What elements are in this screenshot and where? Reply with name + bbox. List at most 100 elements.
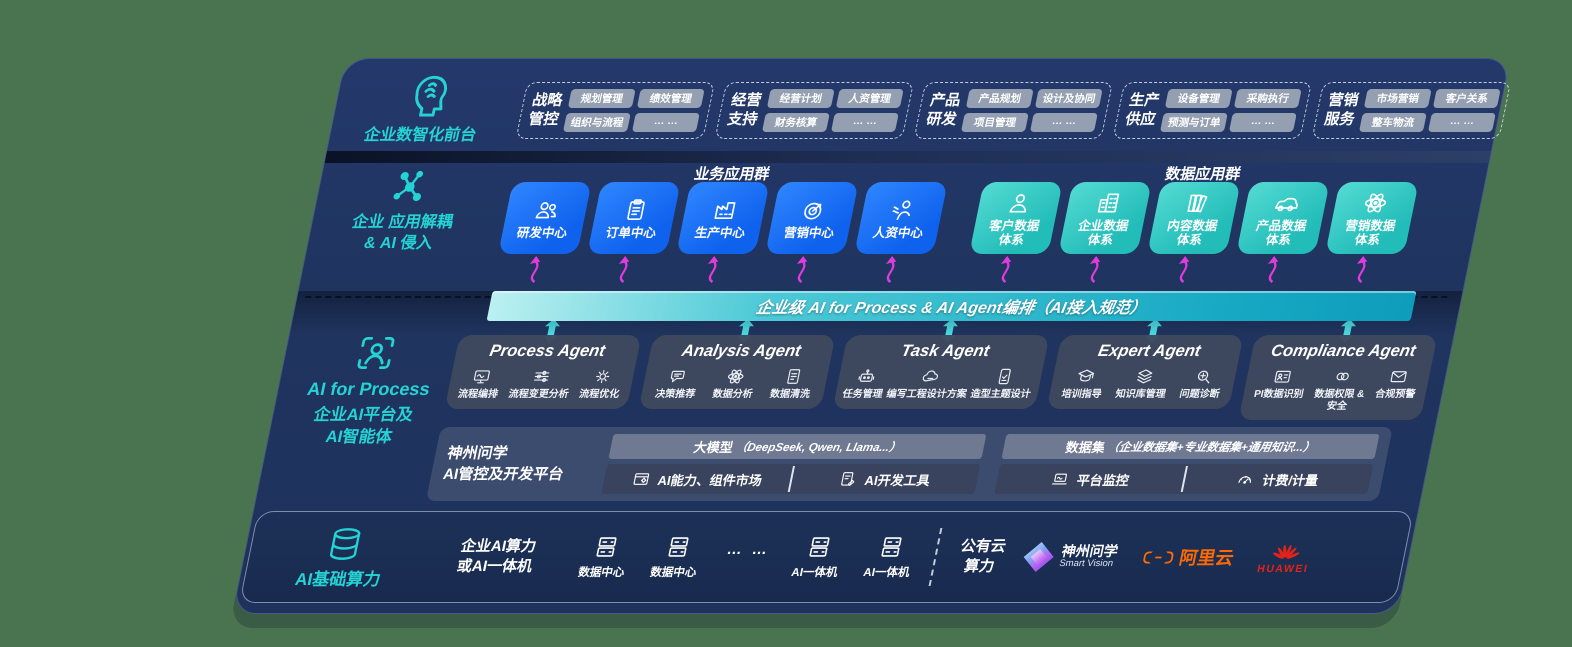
box-label-line: 营销数据 (1343, 218, 1397, 233)
data-app-box: 内容数据 体系 (1147, 182, 1241, 254)
capability-chip: 规划管理 (567, 88, 636, 108)
agent-capability: 数据分析 (711, 367, 758, 401)
front-office-label-block: 企业数智化前台 (334, 71, 517, 145)
scope-icon (1192, 367, 1215, 386)
platform-cell-label: 计费/计量 (1261, 472, 1320, 488)
band-divider (324, 151, 1492, 163)
data-app-box-cell: 营销数据 体系 (1319, 182, 1419, 283)
flow-arrow-icon (521, 255, 549, 283)
agent-capability-label: 流程编排 (456, 389, 499, 400)
huawei-name: HUAWEI (1256, 562, 1310, 575)
front-office-group-name: 经营 支持 (725, 91, 763, 130)
capability-chip: 组织与流程 (563, 112, 631, 132)
smartvision-diamond-icon (1021, 542, 1057, 572)
double-arrow-icon (1144, 319, 1165, 343)
decouple-label-block: 企业 应用解耦 & AI 侵入 (312, 165, 498, 255)
group-name-line: 经营 (729, 91, 764, 109)
platform-model-cell: AI开发工具 (789, 464, 981, 494)
capability-chip: 人资管理 (835, 88, 904, 108)
capability-chip: 项目管理 (961, 112, 1029, 132)
double-arrow-icon (940, 319, 961, 343)
front-office-group: 经营 支持 经营计划 人资管理 财务核算… … (714, 81, 915, 139)
platform-label-line2: AI管控及开发平台 (441, 466, 566, 483)
ai-platform-label-line1: 企业AI平台及 (312, 406, 415, 424)
gear-icon (591, 367, 614, 386)
box-label-line: 内容数据 (1165, 218, 1219, 233)
books-icon (1181, 190, 1212, 216)
server-icon (804, 534, 835, 560)
box-label-line: 体系 (997, 232, 1026, 247)
model-bar-title: 大模型 (692, 440, 735, 455)
orchestration-zone: 企业级 AI for Process & AI Agent编排（AI接入规范） … (256, 291, 1463, 501)
agent-capabilities: 流程编排 流程变更分析 流程优化 (453, 367, 628, 401)
infra-node-label: 数据中心 (649, 567, 698, 579)
infra-node-label: AI一体机 (862, 567, 911, 579)
infra-band: AI基础算力 企业AI算力 或AI一体机 数据中心 数据中心 … … AI一体机 AI一… (239, 511, 1414, 603)
agent-capability-label: 编写工程设计方案 (885, 389, 968, 400)
agent-capability-label: 流程变更分析 (507, 389, 570, 400)
tools-icon (837, 470, 859, 488)
compute-line1: 企业AI算力 (459, 537, 538, 555)
brain-icon (401, 71, 456, 117)
server-icon (663, 534, 694, 560)
infra-nodes: 数据中心 数据中心 … … AI一体机 AI一体机 (577, 534, 918, 580)
agent-capability-label: 数据清洗 (768, 389, 811, 400)
business-app-box-cell: 生产中心 (670, 182, 770, 283)
ai-for-process-label: AI for Process (305, 379, 432, 399)
capability-chip: … … (831, 112, 899, 132)
agent-capability: 培训指导 (1060, 367, 1107, 401)
label-line: 数据权限 & (1313, 389, 1366, 400)
data-app-box: 产品数据 体系 (1236, 182, 1330, 254)
database-icon (322, 525, 368, 563)
agent-capability: 任务管理 (841, 367, 888, 401)
alicloud-bracket-icon (1141, 549, 1176, 566)
double-arrow-icon (736, 319, 757, 343)
agent-card: Compliance Agent PI数据识别 数据权限 & 安全 合规预警 (1238, 335, 1438, 420)
agent-capability-label: 知识库管理 (1114, 389, 1167, 400)
infra-node-label: 数据中心 (577, 567, 626, 579)
agent-capability-label: 合规预警 (1373, 389, 1417, 400)
infra-label-block: AI基础算力 (267, 525, 418, 590)
platform-cell-label: 平台监控 (1075, 472, 1131, 488)
front-office-chip-grid: 经营计划 人资管理 财务核算… … (762, 88, 904, 132)
capability-chip: 整车物流 (1359, 112, 1427, 132)
agent-title: Analysis Agent (680, 342, 803, 360)
orchestration-title: 企业级 AI for Process & AI Agent编排（AI接入规范） (754, 300, 1148, 317)
smartvision-logo: 神州问学 Smart Vision (1021, 542, 1120, 572)
orchestration-band: 企业级 AI for Process & AI Agent编排（AI接入规范） (486, 291, 1417, 321)
agent-capability: 编写工程设计方案 (885, 367, 972, 401)
agent-title: Expert Agent (1096, 342, 1203, 360)
compute-line2: 或AI一体机 (455, 558, 534, 575)
data-app-group: 数据应用群 客户数据 体系 企业数据 体系 内容数据 体系 产品数据 体系 营销数据 体系 (964, 163, 1423, 283)
business-app-box: 研发中心 (498, 182, 592, 254)
robot-icon (855, 367, 878, 386)
agent-title: Process Agent (488, 342, 607, 360)
capability-chip: 预测与订单 (1160, 112, 1228, 132)
agent-capabilities: 培训指导 知识库管理 问题诊断 (1055, 367, 1230, 401)
agent-capabilities: PI数据识别 数据权限 & 安全 合规预警 (1247, 367, 1424, 412)
business-app-box-cell: 人资中心 (848, 182, 948, 283)
agent-capability-label: 培训指导 (1060, 389, 1103, 400)
agent-title: Task Agent (899, 342, 992, 360)
agent-capability: 数据权限 & 安全 (1311, 367, 1370, 412)
cloud-line1: 公有云 (959, 537, 1008, 555)
alicloud-logo: 阿里云 (1140, 544, 1236, 570)
agent-card: Expert Agent 培训指导 知识库管理 问题诊断 (1046, 335, 1244, 409)
huawei-logo: HUAWEI (1256, 540, 1314, 575)
group-name-line: 研发 (924, 111, 959, 128)
front-office-group: 营销 服务 市场营销 客户关系 整车物流… … (1311, 81, 1512, 139)
capability-chip: 采购执行 (1233, 88, 1302, 108)
data-app-box: 客户数据 体系 (969, 182, 1063, 254)
platform-data-cell: 计费/计量 (1182, 464, 1374, 494)
agents-band: Process Agent 流程编排 流程变更分析 流程优化 Analysis Agen… (442, 319, 1440, 420)
agent-capability: 造型主题设计 (969, 367, 1036, 401)
double-arrow-icon (1338, 319, 1359, 343)
dataset-bar-sub: （企业数据集+专业数据集+通用知识...） (1106, 441, 1316, 454)
platform-band: 神州问学 AI管控及开发平台 大模型 （DeepSeek, Qwen, Llam… (425, 427, 1393, 501)
data-app-box-label: 营销数据 体系 (1341, 219, 1397, 247)
car-icon (1270, 190, 1301, 216)
model-bar: 大模型 （DeepSeek, Qwen, Llama...） (608, 434, 987, 459)
group-name-line: 营销 (1326, 91, 1361, 109)
agent-column: Compliance Agent PI数据识别 数据权限 & 安全 合规预警 (1238, 319, 1440, 420)
capability-chip: 客户关系 (1433, 88, 1501, 108)
